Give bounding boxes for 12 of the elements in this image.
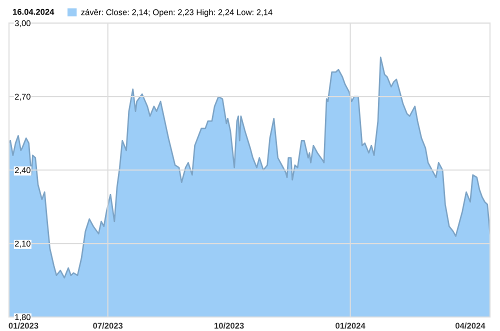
x-tick-label: 04/2024 <box>456 322 486 329</box>
x-tick-label: 01/2024 <box>336 322 366 329</box>
x-tick-label: 01/2023 <box>8 322 38 329</box>
chart-title: 16.04.2024 <box>13 8 54 15</box>
x-tick-label: 07/2023 <box>93 322 123 329</box>
y-tick-label: 2,10 <box>14 240 30 248</box>
y-tick-label: 2,70 <box>14 94 30 101</box>
y-tick-label: 3,00 <box>14 20 30 28</box>
y-tick-label: 1,80 <box>15 314 30 322</box>
x-tick-label: 10/2023 <box>214 322 244 329</box>
y-tick-label: 2,40 <box>14 167 30 174</box>
legend-label: závěr: Close: 2,14; Open: 2,23 High: 2,24 Low: 2,14 <box>81 8 272 17</box>
